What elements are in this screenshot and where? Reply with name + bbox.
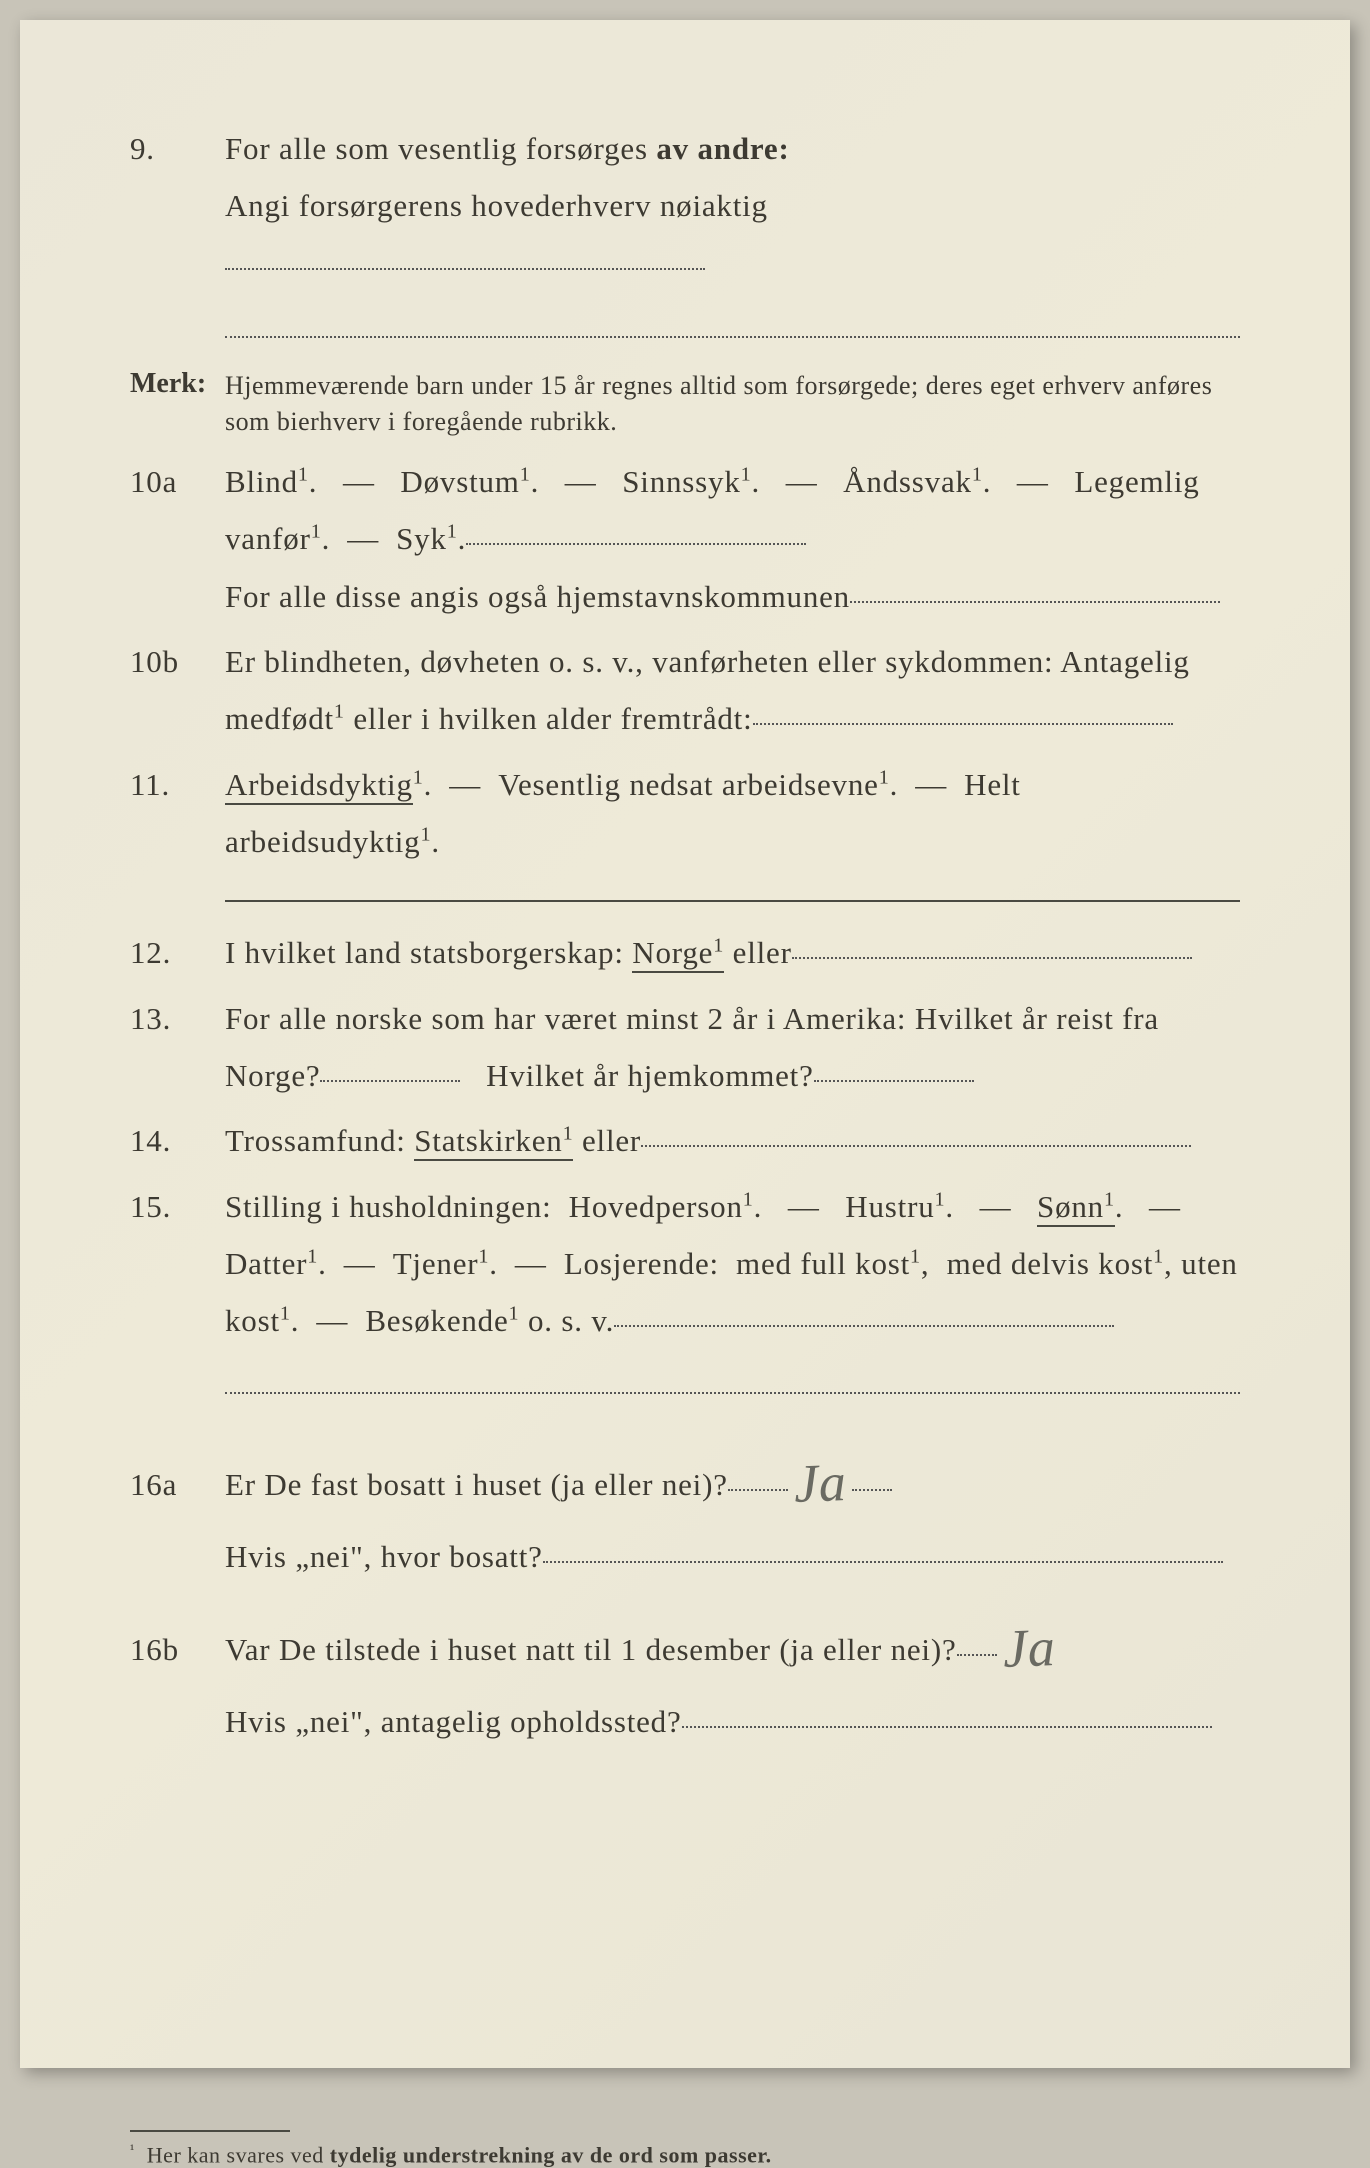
q16b-answer: Ja <box>1001 1598 1057 1700</box>
fill-line <box>792 957 1192 959</box>
fill-line <box>543 1561 1223 1563</box>
merk-text: Hjemmeværende barn under 15 år regnes al… <box>225 368 1240 441</box>
q9-text-a: For alle som vesentlig forsørges <box>225 131 656 166</box>
fill-line <box>753 723 1173 725</box>
q9-text-b: av andre: <box>656 131 789 166</box>
q13-body: For alle norske som har været minst 2 år… <box>225 990 1240 1105</box>
q16b-number: 16b <box>130 1621 225 1678</box>
fill-line <box>320 1080 460 1082</box>
q15-text: Stilling i husholdningen: Hovedperson1. … <box>225 1189 1238 1339</box>
question-16a: 16a Er De fast bosatt i huset (ja eller … <box>130 1428 1240 1585</box>
q16a-answer: Ja <box>792 1433 848 1535</box>
merk-note: Merk: Hjemmeværende barn under 15 år reg… <box>130 368 1240 441</box>
q16b-q1: Var De tilstede i huset natt til 1 desem… <box>225 1632 957 1667</box>
q12-number: 12. <box>130 924 225 981</box>
q10a-line2: For alle disse angis også hjemstavnskomm… <box>225 579 850 614</box>
q13-number: 13. <box>130 990 225 1047</box>
question-11: 11. Arbeidsdyktig1. — Vesentlig nedsat a… <box>130 756 1240 871</box>
section-divider <box>225 900 1240 902</box>
question-10b: 10b Er blindheten, døvheten o. s. v., va… <box>130 633 1240 748</box>
fill-line <box>682 1726 1212 1728</box>
q15-selected: Sønn1 <box>1037 1189 1115 1227</box>
question-9: 9. For alle som vesentlig forsørges av a… <box>130 120 1240 354</box>
q13-text2: Hvilket år hjemkommet? <box>486 1058 814 1093</box>
footnote-bold: tydelig understrekning av de ord som pas… <box>330 2142 772 2167</box>
fill-line <box>614 1325 1114 1327</box>
q9-number: 9. <box>130 120 225 177</box>
q12-selected: Norge1 <box>632 935 724 973</box>
q14-body: Trossamfund: Statskirken1 eller <box>225 1112 1240 1169</box>
question-14: 14. Trossamfund: Statskirken1 eller <box>130 1112 1240 1169</box>
question-13: 13. For alle norske som har været minst … <box>130 990 1240 1105</box>
q10a-body: Blind1. — Døvstum1. — Sinnssyk1. — Åndss… <box>225 453 1240 625</box>
fill-line <box>466 543 806 545</box>
fill-line <box>728 1489 788 1491</box>
q15-body: Stilling i husholdningen: Hovedperson1. … <box>225 1178 1240 1410</box>
census-form-page: 9. For alle som vesentlig forsørges av a… <box>20 20 1350 2068</box>
footnote-marker: ¹ <box>130 2142 135 2158</box>
q11-number: 11. <box>130 756 225 813</box>
footnote-divider <box>130 2130 290 2132</box>
q12-body: I hvilket land statsborgerskap: Norge1 e… <box>225 924 1240 981</box>
q12-pre: I hvilket land statsborgerskap: <box>225 935 632 970</box>
q11-body: Arbeidsdyktig1. — Vesentlig nedsat arbei… <box>225 756 1240 871</box>
fill-line-full <box>225 336 1240 338</box>
q9-line2: Angi forsørgerens hovederhverv nøiaktig <box>225 188 768 223</box>
question-10a: 10a Blind1. — Døvstum1. — Sinnssyk1. — Å… <box>130 453 1240 625</box>
q14-selected: Statskirken1 <box>414 1123 573 1161</box>
fill-line <box>850 601 1220 603</box>
fill-line <box>225 268 705 270</box>
q14-post: eller <box>573 1123 641 1158</box>
question-16b: 16b Var De tilstede i huset natt til 1 d… <box>130 1593 1240 1750</box>
fill-line-full <box>225 1392 1240 1394</box>
q14-number: 14. <box>130 1112 225 1169</box>
q10b-number: 10b <box>130 633 225 690</box>
q9-body: For alle som vesentlig forsørges av andr… <box>225 120 1240 354</box>
question-15: 15. Stilling i husholdningen: Hovedperso… <box>130 1178 1240 1410</box>
q16a-number: 16a <box>130 1456 225 1513</box>
fill-line <box>814 1080 974 1082</box>
q15-number: 15. <box>130 1178 225 1235</box>
q12-post: eller <box>724 935 792 970</box>
q10a-number: 10a <box>130 453 225 510</box>
fill-line <box>852 1489 892 1491</box>
footnote: ¹ Her kan svares ved tydelig understrekn… <box>130 2142 1240 2168</box>
fill-line <box>641 1145 1191 1147</box>
fill-line <box>957 1654 997 1656</box>
merk-label: Merk: <box>130 368 225 441</box>
q10b-body: Er blindheten, døvheten o. s. v., vanfør… <box>225 633 1240 748</box>
q16a-body: Er De fast bosatt i huset (ja eller nei)… <box>225 1428 1240 1585</box>
question-12: 12. I hvilket land statsborgerskap: Norg… <box>130 924 1240 981</box>
q16b-q2: Hvis „nei", antagelig opholdssted? <box>225 1704 682 1739</box>
q14-pre: Trossamfund: <box>225 1123 414 1158</box>
footnote-text: Her kan svares ved <box>147 2142 330 2167</box>
q16a-q2: Hvis „nei", hvor bosatt? <box>225 1539 543 1574</box>
q16a-q1: Er De fast bosatt i huset (ja eller nei)… <box>225 1467 728 1502</box>
q11-selected: Arbeidsdyktig <box>225 767 413 805</box>
q16b-body: Var De tilstede i huset natt til 1 desem… <box>225 1593 1240 1750</box>
